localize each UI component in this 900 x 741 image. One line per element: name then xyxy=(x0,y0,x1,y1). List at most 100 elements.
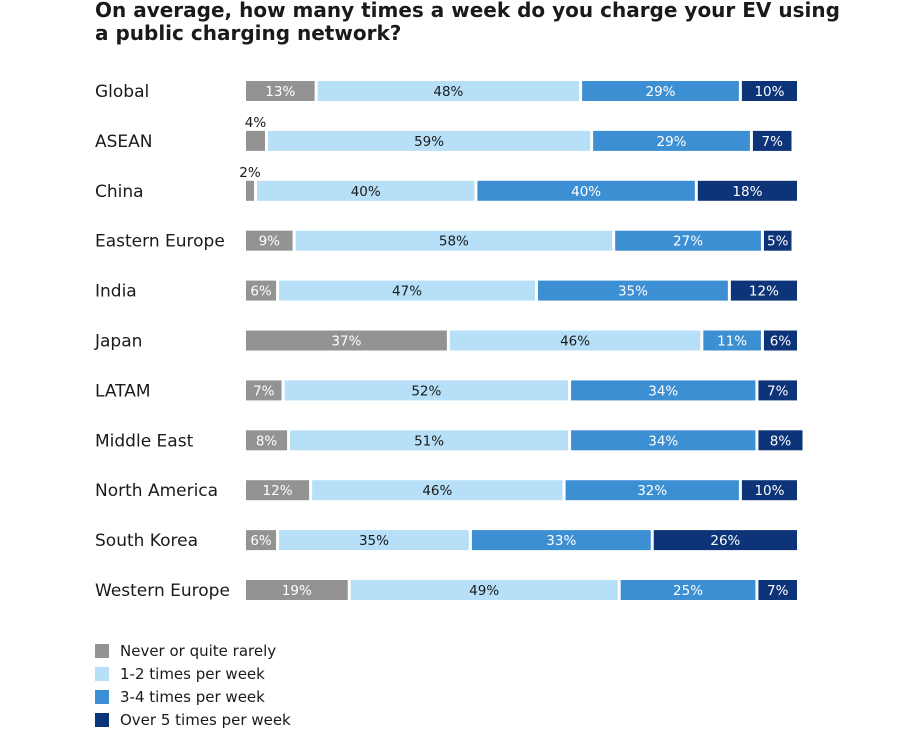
category-label-north-america: North America xyxy=(95,481,218,501)
bar-row-north-america: 12% 46% 32% 10% xyxy=(246,480,797,501)
data-label-india-never-or-quite-rarely: 6% xyxy=(250,284,272,300)
bar-india-over-5-times-per-week xyxy=(730,280,797,301)
data-label-western-europe-never-or-quite-rarely: 19% xyxy=(282,583,312,599)
category-label-china: China xyxy=(95,182,144,202)
bar-latam-over-5-times-per-week xyxy=(758,380,797,401)
bar-north-america-3-4-times-per-week xyxy=(565,480,739,501)
bar-china-over-5-times-per-week xyxy=(697,180,797,201)
bar-western-europe-3-4-times-per-week xyxy=(620,580,756,600)
data-label-asean-over-5-times-per-week: 7% xyxy=(761,134,783,150)
legend-label-1-2-times-per-week: 1-2 times per week xyxy=(120,665,265,683)
data-label-japan-over-5-times-per-week: 6% xyxy=(770,334,792,350)
data-label-western-europe-3-4-times-per-week: 25% xyxy=(673,583,703,599)
bar-row-eastern-europe: 9% 58% 27% 5% xyxy=(246,230,792,251)
bar-asean-never-or-quite-rarely xyxy=(246,130,266,151)
data-label-asean-3-4-times-per-week: 29% xyxy=(657,134,687,150)
bar-row-asean: 4% 59% 29% 7% xyxy=(245,115,792,151)
legend-swatch-over-5-times-per-week xyxy=(95,713,109,727)
bar-asean-over-5-times-per-week xyxy=(752,130,792,151)
category-label-japan: Japan xyxy=(94,332,142,352)
legend-label-never-or-quite-rarely: Never or quite rarely xyxy=(120,642,276,660)
bar-row-south-korea: 6% 35% 33% 26% xyxy=(246,530,797,551)
bar-western-europe-1-2-times-per-week xyxy=(350,580,618,600)
data-label-india-3-4-times-per-week: 35% xyxy=(618,284,648,300)
bar-china-3-4-times-per-week xyxy=(477,180,695,201)
data-label-latam-3-4-times-per-week: 34% xyxy=(648,383,678,399)
bar-india-never-or-quite-rarely xyxy=(246,280,277,301)
data-label-china-never-or-quite-rarely: 2% xyxy=(239,165,261,181)
bar-row-middle-east: 8% 51% 34% 8% xyxy=(246,430,803,451)
bar-south-korea-over-5-times-per-week xyxy=(653,530,797,551)
data-label-eastern-europe-3-4-times-per-week: 27% xyxy=(673,234,703,250)
legend-label-3-4-times-per-week: 3-4 times per week xyxy=(120,688,265,706)
data-label-japan-1-2-times-per-week: 46% xyxy=(560,334,590,350)
data-label-middle-east-3-4-times-per-week: 34% xyxy=(648,433,678,449)
data-label-china-1-2-times-per-week: 40% xyxy=(351,184,381,200)
data-label-global-over-5-times-per-week: 10% xyxy=(754,84,784,100)
bar-western-europe-over-5-times-per-week xyxy=(758,580,797,600)
data-label-north-america-over-5-times-per-week: 10% xyxy=(754,483,784,499)
bar-north-america-1-2-times-per-week xyxy=(312,480,563,501)
data-label-india-1-2-times-per-week: 47% xyxy=(392,284,422,300)
legend: Never or quite rarely 1-2 times per week 3… xyxy=(95,642,291,729)
legend-item-never-or-quite-rarely: Never or quite rarely xyxy=(95,642,276,660)
bar-eastern-europe-1-2-times-per-week xyxy=(295,230,613,251)
bar-south-korea-never-or-quite-rarely xyxy=(246,530,277,551)
bar-row-global: 13% 48% 29% 10% xyxy=(246,81,797,101)
data-label-latam-never-or-quite-rarely: 7% xyxy=(253,383,275,399)
data-label-eastern-europe-1-2-times-per-week: 58% xyxy=(439,234,469,250)
data-label-north-america-1-2-times-per-week: 46% xyxy=(422,483,452,499)
legend-item-1-2-times-per-week: 1-2 times per week xyxy=(95,665,265,683)
bar-china-never-or-quite-rarely xyxy=(246,180,255,201)
category-labels: Global ASEAN China Eastern Europe India Japan… xyxy=(94,82,230,601)
data-label-asean-never-or-quite-rarely: 4% xyxy=(245,115,267,131)
chart-title: On average, how many times a week do you… xyxy=(95,0,840,45)
bar-row-western-europe: 19% 49% 25% 7% xyxy=(246,580,797,600)
bar-eastern-europe-3-4-times-per-week xyxy=(615,230,761,251)
data-label-china-3-4-times-per-week: 40% xyxy=(571,184,601,200)
legend-swatch-3-4-times-per-week xyxy=(95,690,109,704)
data-label-middle-east-over-5-times-per-week: 8% xyxy=(770,433,792,449)
data-label-japan-never-or-quite-rarely: 37% xyxy=(331,334,361,350)
legend-item-over-5-times-per-week: Over 5 times per week xyxy=(95,711,291,729)
data-label-eastern-europe-over-5-times-per-week: 5% xyxy=(767,234,789,250)
bar-japan-never-or-quite-rarely xyxy=(246,330,447,351)
bar-middle-east-3-4-times-per-week xyxy=(571,430,756,451)
bar-row-china: 2% 40% 40% 18% xyxy=(239,165,797,201)
bars: 13% 48% 29% 10% 4% 59% 29% 7% 2% 40% 40% 18% 9% 58% 27… xyxy=(239,81,803,600)
data-label-global-1-2-times-per-week: 48% xyxy=(433,84,463,100)
bar-middle-east-over-5-times-per-week xyxy=(758,430,803,451)
legend-label-over-5-times-per-week: Over 5 times per week xyxy=(120,711,291,729)
bar-row-india: 6% 47% 35% 12% xyxy=(246,280,797,301)
bar-south-korea-3-4-times-per-week xyxy=(471,530,651,551)
legend-swatch-never-or-quite-rarely xyxy=(95,644,109,658)
data-label-china-over-5-times-per-week: 18% xyxy=(732,184,762,200)
data-label-western-europe-over-5-times-per-week: 7% xyxy=(767,583,789,599)
bar-global-over-5-times-per-week xyxy=(741,81,797,101)
category-label-south-korea: South Korea xyxy=(95,531,198,551)
data-label-eastern-europe-never-or-quite-rarely: 9% xyxy=(259,234,281,250)
bar-global-3-4-times-per-week xyxy=(582,81,739,101)
bar-latam-1-2-times-per-week xyxy=(284,380,569,401)
data-label-north-america-never-or-quite-rarely: 12% xyxy=(263,483,293,499)
data-label-south-korea-over-5-times-per-week: 26% xyxy=(710,533,740,549)
data-label-latam-over-5-times-per-week: 7% xyxy=(767,383,789,399)
bar-china-1-2-times-per-week xyxy=(257,180,475,201)
bar-global-1-2-times-per-week xyxy=(317,81,580,101)
category-label-middle-east: Middle East xyxy=(95,431,194,451)
bar-row-japan: 37% 46% 11% 6% xyxy=(246,330,797,351)
chart-title-line-1: On average, how many times a week do you… xyxy=(95,0,840,22)
bar-western-europe-never-or-quite-rarely xyxy=(246,580,348,600)
data-label-india-over-5-times-per-week: 12% xyxy=(749,284,779,300)
category-label-asean: ASEAN xyxy=(95,132,153,152)
bar-middle-east-never-or-quite-rarely xyxy=(246,430,288,451)
data-label-latam-1-2-times-per-week: 52% xyxy=(411,383,441,399)
bar-north-america-never-or-quite-rarely xyxy=(246,480,310,501)
category-label-eastern-europe: Eastern Europe xyxy=(95,232,225,252)
data-label-japan-3-4-times-per-week: 11% xyxy=(717,334,747,350)
bar-japan-3-4-times-per-week xyxy=(703,330,761,351)
bar-global-never-or-quite-rarely xyxy=(246,81,315,101)
data-label-middle-east-never-or-quite-rarely: 8% xyxy=(256,433,278,449)
data-label-western-europe-1-2-times-per-week: 49% xyxy=(469,583,499,599)
bar-eastern-europe-over-5-times-per-week xyxy=(763,230,792,251)
